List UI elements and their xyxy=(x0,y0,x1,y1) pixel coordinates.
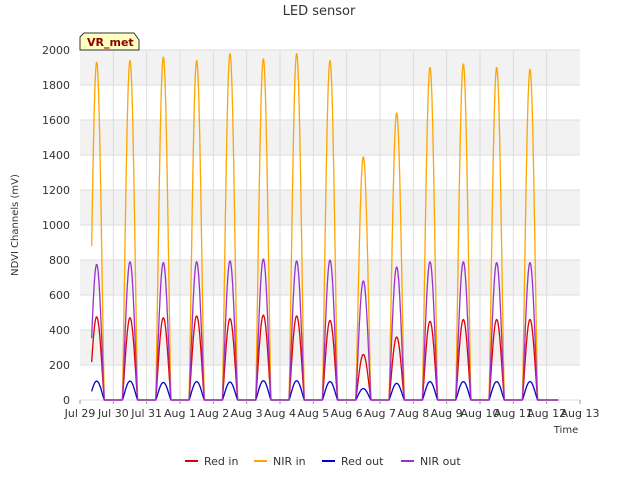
y-tick-label: 600 xyxy=(49,289,70,302)
x-tick-label: Jul 29 xyxy=(64,407,96,420)
x-axis-ticks: Jul 29 Jul 30 Jul 31 Aug 1 Aug 2 Aug 3 Aug 4 Au… xyxy=(64,400,600,420)
badge-label: VR_met xyxy=(87,36,134,49)
background-band xyxy=(80,120,580,155)
y-axis-ticks: 0 200 400 600 800 1000 1200 1400 1600 1800 2000 xyxy=(42,44,70,407)
x-tick-label: Aug 12 xyxy=(527,407,566,420)
x-tick-label: Aug 10 xyxy=(461,407,500,420)
x-tick-label: Aug 5 xyxy=(297,407,329,420)
background-band xyxy=(80,155,580,190)
x-tick-label: Aug 6 xyxy=(331,407,363,420)
x-tick-label: Aug 2 xyxy=(197,407,229,420)
background-band xyxy=(80,225,580,260)
background-band xyxy=(80,260,580,295)
series-group xyxy=(91,52,559,401)
legend: Red in NIR in Red out NIR out xyxy=(185,455,461,468)
legend-label: Red out xyxy=(341,455,384,468)
legend-label: NIR in xyxy=(273,455,306,468)
chart-title: LED sensor xyxy=(283,4,356,19)
y-tick-label: 1600 xyxy=(42,114,70,127)
background-band xyxy=(80,295,580,330)
x-tick-label: Aug 1 xyxy=(164,407,196,420)
x-tick-label: Aug 8 xyxy=(397,407,429,420)
x-tick-label: Aug 7 xyxy=(364,407,396,420)
gridlines xyxy=(80,49,580,401)
series-line-nir-out xyxy=(91,258,559,401)
background-band xyxy=(80,365,580,400)
background-band xyxy=(80,85,580,120)
y-tick-label: 0 xyxy=(63,394,70,407)
y-tick-label: 1800 xyxy=(42,79,70,92)
background-band xyxy=(80,50,580,85)
y-tick-label: 1400 xyxy=(42,149,70,162)
x-tick-label: Aug 4 xyxy=(264,407,296,420)
x-tick-label: Aug 9 xyxy=(431,407,463,420)
background-band xyxy=(80,330,580,365)
y-tick-label: 1200 xyxy=(42,184,70,197)
y-tick-label: 200 xyxy=(49,359,70,372)
x-tick-label: Aug 3 xyxy=(231,407,263,420)
y-tick-label: 1000 xyxy=(42,219,70,232)
x-tick-label: Aug 13 xyxy=(561,407,600,420)
legend-label: Red in xyxy=(204,455,238,468)
y-axis-label: NDVI Channels (mV) xyxy=(10,174,21,276)
background-band xyxy=(80,190,580,225)
badge-box xyxy=(79,32,140,51)
legend-label: NIR out xyxy=(420,455,461,468)
x-axis-label: Time xyxy=(553,425,578,436)
x-tick-label: Jul 30 xyxy=(97,407,129,420)
background-bands xyxy=(80,50,580,400)
x-tick-label: Aug 11 xyxy=(494,407,533,420)
y-tick-label: 400 xyxy=(49,324,70,337)
badge: VR_met xyxy=(79,32,140,51)
x-tick-label: Jul 31 xyxy=(130,407,162,420)
y-tick-label: 800 xyxy=(49,254,70,267)
y-tick-label: 2000 xyxy=(42,44,70,57)
